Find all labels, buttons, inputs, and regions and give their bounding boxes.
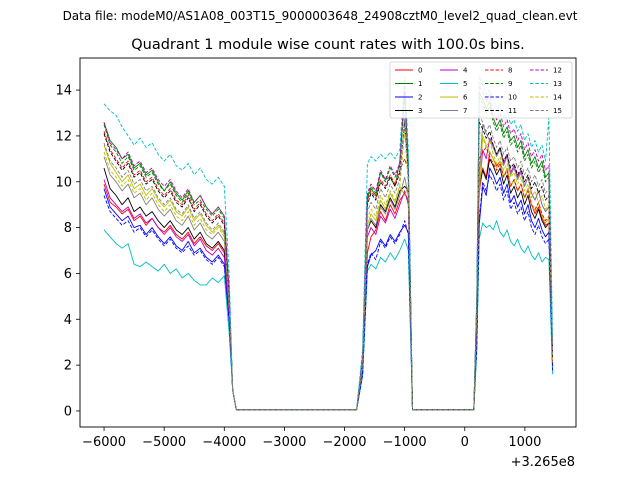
legend-label-3: 3 — [418, 107, 422, 115]
legend-label-8: 8 — [508, 67, 512, 75]
legend-label-12: 12 — [553, 67, 562, 75]
y-tick-label: 12 — [55, 129, 72, 144]
series-line-4 — [103, 137, 554, 411]
legend-label-0: 0 — [418, 67, 422, 75]
series-line-12 — [103, 85, 554, 411]
series-line-2 — [103, 167, 554, 411]
series-line-14 — [103, 130, 554, 411]
series-line-13 — [103, 75, 554, 411]
legend-label-11: 11 — [508, 107, 517, 115]
legend-label-14: 14 — [553, 94, 562, 102]
x-tick-label: 0 — [461, 435, 469, 450]
series-line-3 — [103, 158, 554, 411]
x-tick-label: −2000 — [323, 435, 367, 450]
legend-label-2: 2 — [418, 94, 422, 102]
series-line-10 — [103, 174, 554, 411]
series-line-7 — [103, 124, 554, 411]
legend-label-7: 7 — [463, 107, 467, 115]
legend-label-9: 9 — [508, 80, 512, 88]
plot-lines — [103, 75, 554, 411]
series-line-11 — [103, 121, 554, 411]
legend-label-1: 1 — [418, 80, 422, 88]
series-line-9 — [103, 96, 554, 411]
series-line-5 — [103, 220, 554, 411]
plot-frame — [79, 57, 577, 428]
legend-label-13: 13 — [553, 80, 562, 88]
legend-label-6: 6 — [463, 94, 468, 102]
x-tick-label: −5000 — [142, 435, 186, 450]
y-axis-ticks: 0 2 4 6 8 10 12 14 — [55, 84, 80, 419]
series-line-8 — [103, 131, 554, 411]
x-axis-ticks: −6000 −5000 −4000 −3000 −2000 −1000 0 1000 — [82, 427, 541, 450]
y-tick-label: 2 — [64, 359, 72, 374]
x-offset-label: +3.265e8 — [511, 455, 575, 470]
y-tick-label: 0 — [64, 404, 72, 419]
chart-suptitle: Data file: modeM0/AS1A08_003T15_90000036… — [63, 9, 578, 23]
x-tick-label: −6000 — [82, 435, 126, 450]
y-tick-label: 8 — [64, 221, 72, 236]
y-tick-label: 4 — [64, 313, 72, 328]
legend-label-15: 15 — [553, 107, 562, 115]
x-tick-label: −4000 — [202, 435, 246, 450]
series-line-6 — [103, 135, 554, 411]
legend-label-10: 10 — [508, 94, 517, 102]
y-tick-label: 10 — [55, 175, 72, 190]
series-line-15 — [103, 114, 554, 411]
chart-title: Quadrant 1 module wise count rates with … — [131, 37, 525, 53]
legend-box — [389, 61, 573, 119]
x-tick-label: −1000 — [383, 435, 427, 450]
y-tick-label: 14 — [55, 84, 72, 99]
y-tick-label: 6 — [64, 267, 72, 282]
legend-label-4: 4 — [463, 67, 468, 75]
x-tick-label: −3000 — [262, 435, 306, 450]
x-tick-label: 1000 — [508, 435, 541, 450]
legend-label-5: 5 — [463, 80, 467, 88]
